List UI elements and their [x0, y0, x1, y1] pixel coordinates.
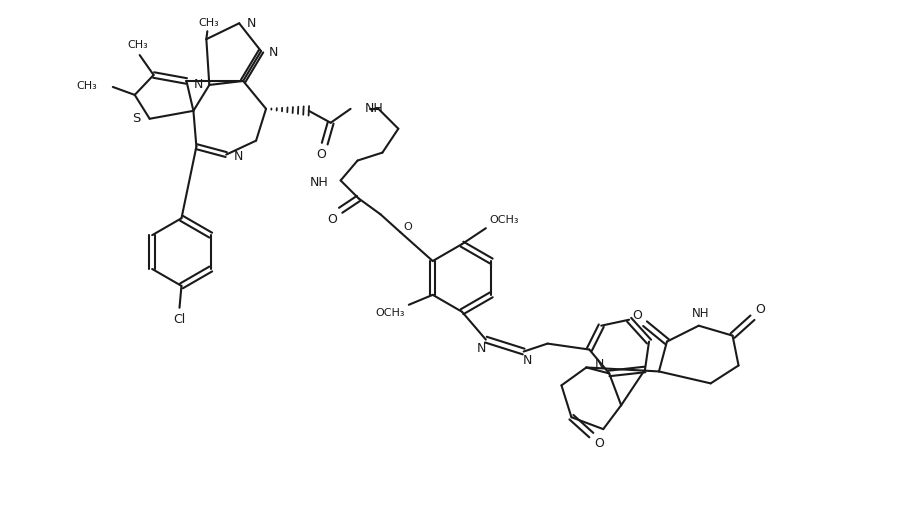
Text: CH₃: CH₃	[198, 18, 219, 28]
Text: N: N	[234, 150, 243, 163]
Text: N: N	[478, 342, 487, 355]
Text: N: N	[194, 78, 204, 92]
Text: NH: NH	[310, 176, 329, 189]
Text: O: O	[595, 437, 604, 449]
Text: NH: NH	[364, 102, 384, 116]
Text: N: N	[247, 17, 256, 30]
Text: O: O	[632, 309, 642, 322]
Text: N: N	[595, 358, 604, 371]
Text: OCH₃: OCH₃	[490, 215, 519, 225]
Text: O: O	[403, 222, 411, 232]
Text: O: O	[316, 148, 325, 161]
Text: OCH₃: OCH₃	[375, 308, 405, 318]
Text: N: N	[523, 354, 532, 367]
Text: CH₃: CH₃	[77, 81, 97, 91]
Text: N: N	[269, 46, 278, 59]
Text: CH₃: CH₃	[127, 40, 148, 50]
Text: O: O	[327, 213, 337, 226]
Text: S: S	[133, 112, 141, 125]
Text: Cl: Cl	[173, 313, 185, 326]
Text: NH: NH	[692, 307, 710, 320]
Text: O: O	[755, 303, 765, 316]
